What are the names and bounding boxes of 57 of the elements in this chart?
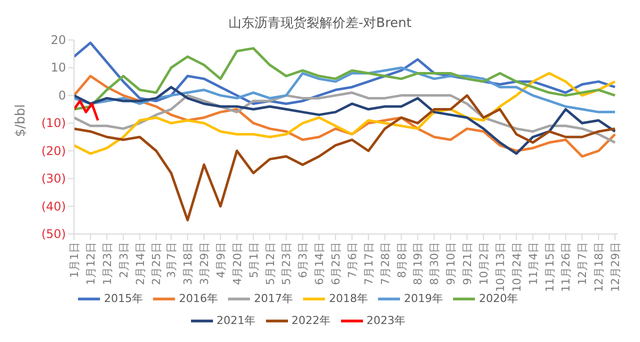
line-series (74, 47, 616, 111)
y-tick-label: (10) (41, 116, 66, 130)
x-tick-label: 10月2日 (477, 242, 490, 285)
x-tick-label: 4月9日 (214, 242, 228, 278)
x-tick-label: 1月1日 (68, 242, 81, 278)
x-tick-label: 1月23日 (100, 242, 114, 285)
x-tick-label: 12月29日 (609, 242, 622, 292)
y-tick-label: 20 (50, 33, 66, 47)
y-tick-label: (20) (41, 144, 66, 158)
x-tick-label: 2月3日 (117, 242, 130, 278)
legend-label: 2020年 (479, 292, 518, 306)
x-tick-label: 11月4日 (526, 242, 540, 285)
x-tick-label: 1月12日 (84, 242, 98, 285)
legend-label: 2018年 (329, 292, 368, 306)
x-tick-label: 8月19日 (412, 242, 425, 285)
x-tick-label: 6月3日 (296, 242, 310, 278)
x-tick-label: 9月10日 (444, 242, 458, 285)
line-series (74, 86, 616, 155)
x-tick-label: 11月15日 (543, 242, 556, 292)
x-tick-label: 12月7日 (576, 242, 590, 285)
x-tick-label: 5月23日 (280, 242, 294, 285)
x-tick-label: 3月29日 (198, 242, 212, 285)
y-tick-label: (40) (41, 199, 66, 214)
x-tick-label: 3月7日 (165, 242, 178, 278)
legend-label: 2021年 (216, 314, 256, 328)
x-tick-label: 7月17日 (362, 242, 376, 285)
x-tick-label: 8月30日 (428, 242, 442, 285)
x-tick-label: 12月18日 (592, 242, 606, 292)
x-tick-label: 2月14日 (134, 242, 147, 285)
legend-label: 2022年 (292, 314, 330, 328)
y-axis-title: $/bbl (14, 104, 29, 137)
x-tick-label: 5月12日 (264, 242, 277, 285)
y-tick-label: (50) (41, 227, 66, 241)
x-tick-label: 7月28日 (378, 242, 392, 285)
x-tick-label: 11月26日 (560, 242, 573, 292)
legend-label: 2016年 (179, 292, 218, 306)
y-tick-label: (30) (41, 172, 66, 186)
x-tick-label: 3月18日 (182, 242, 195, 285)
x-tick-label: 6月14日 (313, 242, 326, 285)
y-tick-label: 0 (58, 88, 66, 102)
x-tick-label: 10月24日 (510, 242, 524, 292)
legend-label: 2019年 (404, 292, 443, 306)
line-series (74, 94, 616, 222)
x-tick-label: 6月25日 (330, 242, 343, 285)
x-tick-label: 10月13日 (494, 242, 507, 292)
legend-label: 2015年 (104, 292, 143, 306)
x-tick-label: 7月6日 (346, 242, 359, 278)
x-tick-label: 8月8日 (395, 242, 408, 278)
legend-label: 2017年 (254, 292, 293, 306)
x-tick-label: 9月21日 (461, 242, 474, 285)
x-tick-label: 5月1日 (247, 242, 260, 278)
chart-title: 山东沥青现货裂解价差-对Brent (227, 15, 412, 33)
x-tick-label: 2月25日 (150, 242, 164, 285)
y-tick-label: 10 (50, 60, 66, 75)
line-series (74, 100, 100, 122)
x-tick-label: 4月20日 (230, 242, 244, 285)
legend-label: 2023年 (366, 314, 406, 328)
